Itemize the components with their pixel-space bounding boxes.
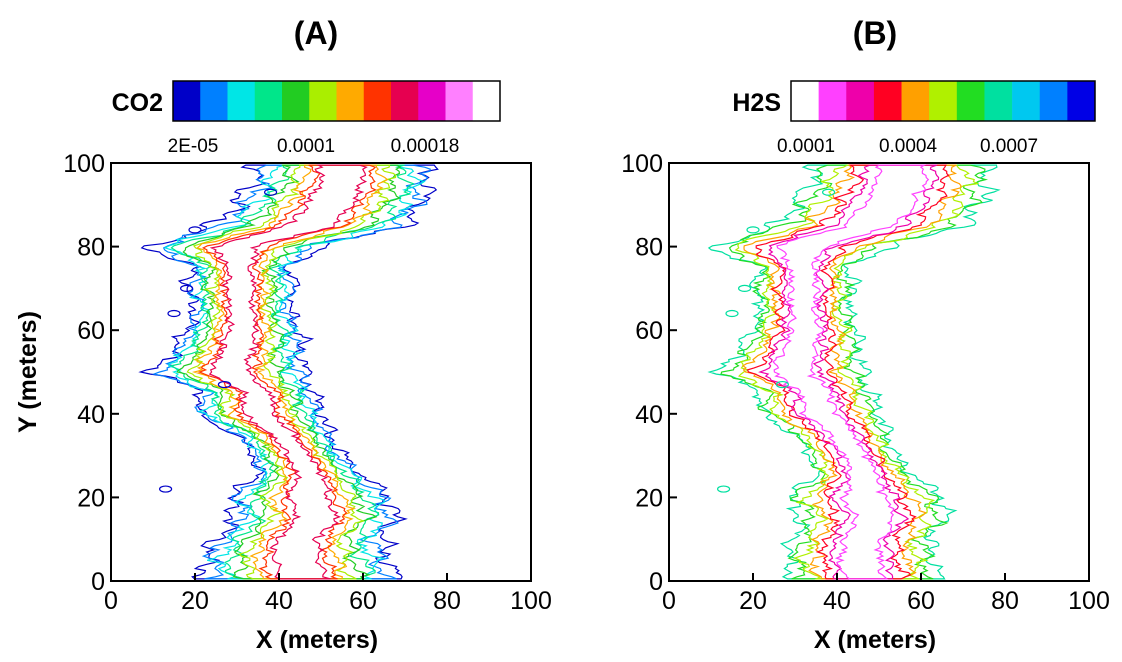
panel-b-ytick-label-0: 0 (649, 568, 663, 596)
panel-b-contour-islet-6 (821, 188, 836, 196)
panel-a-title: (A) (294, 15, 338, 51)
panel-a-colorbar-swatch-12 (472, 81, 501, 121)
panel-a-colorbar (172, 80, 501, 122)
panel-a-colorbar-swatch-1 (173, 81, 201, 121)
panel-a-plot: 00 20 20 40 40 60 60 80 80 100 100 (63, 150, 552, 615)
panel-a-colorbar-tick-3: 0.00018 (391, 136, 460, 157)
panel-a: (A) CO2 2E-05 0.0001 0.00018 00 20 20 40 40 6… (14, 15, 552, 654)
panel-b-colorbar-title: H2S (732, 89, 781, 117)
panel-b-colorbar-swatch-5 (901, 81, 930, 121)
panel-a-xtick-label-80: 80 (433, 587, 461, 615)
panel-a-colorbar-swatch-6 (309, 81, 337, 121)
panel-a-contour-islet-4 (180, 284, 194, 292)
panel-b-contour-islet-2 (775, 380, 790, 389)
panel-a-colorbar-swatch-11 (445, 81, 474, 121)
panel-b-contour-islet-5 (746, 226, 760, 234)
panel-a-ytick-label-20: 20 (77, 484, 105, 512)
panel-a-colorbar-swatch-8 (363, 81, 392, 121)
panel-b-colorbar-swatch-2 (818, 81, 847, 121)
panel-a-contour-level-7 (191, 164, 389, 580)
panel-b-xtick-label-80: 80 (991, 587, 1019, 615)
panel-a-contour-level-5 (176, 164, 402, 580)
panel-b-contour-level-1 (707, 164, 1001, 580)
panel-b-colorbar-tick-1: 0.0001 (777, 136, 835, 157)
panel-a-contour-level-6 (186, 164, 397, 580)
panel-b-ytick-label-100: 100 (621, 150, 663, 178)
panel-b-contour-level-2 (720, 164, 989, 580)
panel-a-xtick-label-100: 100 (510, 587, 552, 615)
panel-b-contour-islet-1 (716, 485, 731, 493)
panel-b-xtick-label-40: 40 (823, 587, 851, 615)
panel-b-colorbar-swatch-3 (846, 81, 875, 121)
panel-b-colorbar-swatch-4 (873, 81, 902, 121)
panel-a-ylabel: Y (meters) (14, 311, 42, 433)
panel-b-xtick-label-60: 60 (907, 587, 935, 615)
panel-b-contour-islet-4 (737, 284, 752, 292)
panel-a-colorbar-swatch-3 (227, 81, 256, 121)
panel-b-colorbar-tick-3: 0.0007 (980, 136, 1038, 157)
panel-b-colorbar-swatch-10 (1039, 81, 1068, 121)
panel-b-xtick-label-20: 20 (739, 587, 767, 615)
panel-a-colorbar-swatch-10 (418, 81, 446, 121)
panel-a-colorbar-tick-2: 0.0001 (277, 136, 335, 157)
panel-b-colorbar-swatch-11 (1067, 81, 1096, 121)
panel-a-ytick-label-60: 60 (77, 317, 105, 345)
panel-b-colorbar-swatch-9 (1012, 81, 1041, 121)
panel-a-contour-level-9 (208, 164, 368, 580)
panel-b-colorbar (790, 80, 1096, 122)
panel-b-ytick-label-20: 20 (635, 484, 663, 512)
panel-a-ytick-label-100: 100 (63, 150, 105, 178)
panel-a-xtick-label-0: 0 (104, 587, 118, 615)
panel-a-colorbar-swatch-7 (336, 81, 365, 121)
panel-a-colorbar-swatch-2 (200, 81, 228, 121)
panel-b-colorbar-swatch-6 (929, 81, 958, 121)
panel-a-ytick-label-80: 80 (77, 234, 105, 262)
panel-a-colorbar-swatch-4 (254, 81, 283, 121)
panel-a-ytick-label-0: 0 (91, 568, 105, 596)
panel-a-colorbar-swatch-5 (282, 81, 310, 121)
panel-b-colorbar-outline (790, 80, 1096, 122)
panel-a-xtick-label-40: 40 (265, 587, 293, 615)
panel-a-contour-islet-5 (188, 226, 202, 234)
panel-b-ytick-label-80: 80 (635, 234, 663, 262)
panel-a-contour-level-8 (197, 164, 378, 580)
panel-b-contour-level-7 (772, 164, 930, 580)
panel-b-colorbar-swatch-7 (956, 81, 985, 121)
panel-b-ytick-label-60: 60 (635, 317, 663, 345)
panel-b-ytick-label-40: 40 (635, 401, 663, 429)
panel-a-ytick-label-40: 40 (77, 401, 105, 429)
panel-a-xtick-label-60: 60 (349, 587, 377, 615)
panel-a-xtick-label-20: 20 (181, 587, 209, 615)
panel-a-frame (110, 162, 532, 582)
panel-b-contour-islet-3 (725, 309, 739, 318)
panel-a-contour-level-2 (151, 164, 431, 580)
panel-a-contour-islet-2 (217, 380, 231, 389)
panel-a-colorbar-swatch-9 (391, 81, 419, 121)
panel-b-colorbar-tick-2: 0.0004 (879, 136, 938, 157)
panel-a-contour-islet-1 (159, 485, 173, 493)
panel-b-xlabel: X (meters) (814, 626, 936, 654)
panel-b-contour-level-5 (746, 164, 950, 580)
panel-a-contour-islet-3 (167, 309, 181, 318)
panel-a-colorbar-title: CO2 (112, 89, 163, 117)
panel-b: (B) H2S 0.0001 0.0004 0.0007 00 20 20 40 40 6… (621, 15, 1110, 654)
panel-a-colorbar-outline (172, 80, 501, 122)
panel-a-contour-islet-6 (264, 188, 278, 196)
panel-b-colorbar-swatch-8 (984, 81, 1013, 121)
panel-b-contour-level-3 (734, 164, 980, 580)
panel-b-plot: 00 20 20 40 40 60 60 80 80 100 100 (621, 150, 1110, 615)
panel-b-colorbar-swatch-1 (791, 81, 819, 121)
panel-b-title: (B) (853, 15, 897, 51)
panel-b-xtick-label-0: 0 (662, 587, 676, 615)
panel-a-xlabel: X (meters) (256, 626, 378, 654)
panel-b-xtick-label-100: 100 (1068, 587, 1110, 615)
panel-a-colorbar-tick-1: 2E-05 (168, 136, 219, 157)
panel-b-frame (668, 162, 1090, 582)
